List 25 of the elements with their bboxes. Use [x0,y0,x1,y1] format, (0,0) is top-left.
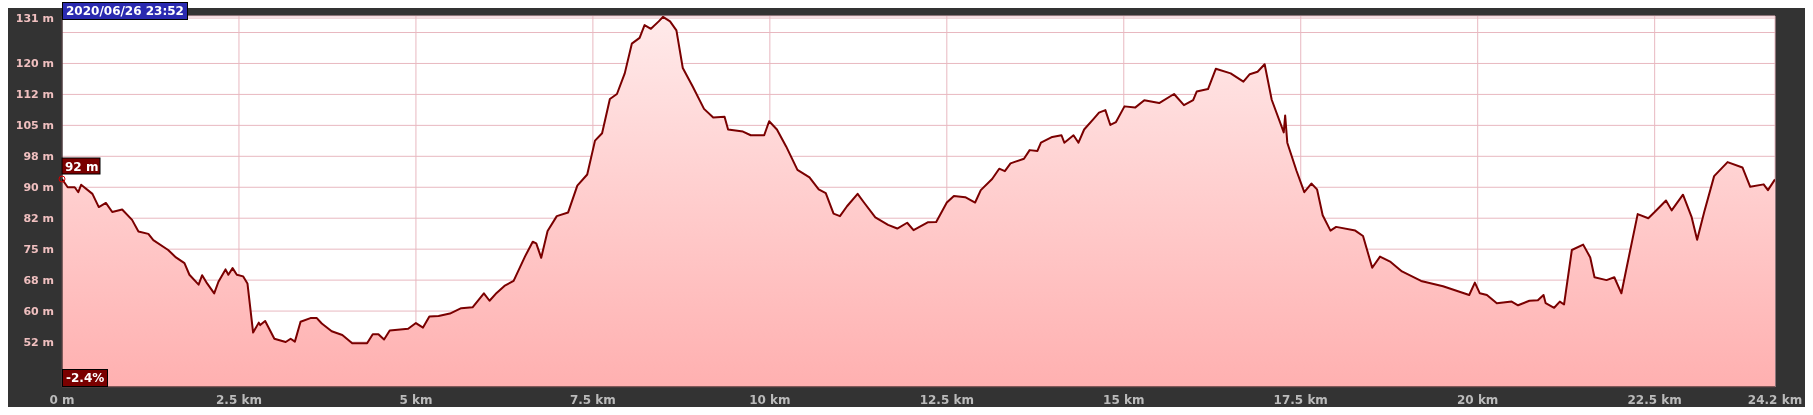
y-tick-label: 52 m [23,335,54,349]
x-tick-label: 5 km [399,392,433,407]
y-tick-label: 112 m [15,88,54,102]
y-tick-label: 120 m [15,57,54,71]
x-tick-label: 17.5 km [1273,392,1328,407]
x-tick-label: 0 m [49,392,75,407]
x-tick-label: 10 km [749,392,791,407]
x-tick-label: 20 km [1457,392,1499,407]
y-tick-label: 90 m [23,181,54,195]
annotation: 92 m [65,160,99,175]
annotation: 2020/06/26 23:52 [62,2,188,20]
x-tick-label: 22.5 km [1627,392,1682,407]
x-tick-label: 12.5 km [919,392,974,407]
x-tick-label: 24.2 km [1747,392,1803,407]
annotation: -2.4% [62,369,109,387]
y-tick-label: 131 m [15,11,54,25]
x-tick-label: 7.5 km [569,392,616,407]
y-tick-label: 82 m [23,212,54,226]
x-tick-label: 2.5 km [216,392,262,407]
y-tick-label: 60 m [23,304,54,318]
y-tick-label: 98 m [23,150,54,164]
y-tick-label: 75 m [23,243,54,257]
y-tick-label: 68 m [23,274,54,288]
y-tick-label: 105 m [15,119,54,133]
x-tick-label: 15 km [1103,392,1145,407]
